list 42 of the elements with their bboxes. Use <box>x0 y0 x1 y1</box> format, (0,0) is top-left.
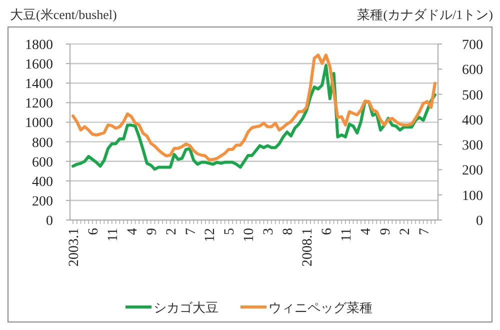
x-tick-label: 3 <box>262 228 277 235</box>
x-tick-label: 2 <box>398 228 413 235</box>
y-tick-label: 1800 <box>25 38 53 53</box>
x-tick-label: 5 <box>222 228 238 235</box>
legend-label: ウィニペッグ菜種 <box>268 300 372 315</box>
y2-tick-label: 500 <box>462 88 483 104</box>
y2-tick-label: 600 <box>462 63 483 78</box>
y-tick-label: 1200 <box>25 96 53 112</box>
y-tick-label: 1000 <box>25 116 53 132</box>
x-tick-label: 8 <box>281 228 296 235</box>
x-tick-label: 2 <box>164 228 180 235</box>
y-tick-label: 0 <box>46 214 53 229</box>
y-axis-title: 大豆(米cent/bushel) <box>10 7 117 22</box>
y2-tick-label: 200 <box>462 164 483 179</box>
line-series <box>72 54 436 162</box>
y2-tick-label: 400 <box>462 113 483 128</box>
x-tick-label: 6 <box>320 228 336 235</box>
x-tick-label: 9 <box>144 228 160 235</box>
y2-tick-label: 100 <box>462 188 483 204</box>
x-tick-label: 2003.1 <box>67 228 82 266</box>
y-tick-label: 1600 <box>25 58 53 73</box>
y-tick-label: 200 <box>32 194 53 210</box>
x-tick-label: 11 <box>339 228 354 242</box>
x-tick-label: 4 <box>358 228 374 235</box>
x-tick-label: 10 <box>242 228 258 242</box>
legend-label: シカゴ大豆 <box>154 300 218 315</box>
y-tick-label: 800 <box>32 136 53 151</box>
x-tick-label: 12 <box>203 228 218 242</box>
y-tick-label: 1400 <box>25 77 53 92</box>
x-tick-label: 4 <box>125 228 140 235</box>
x-tick-label: 6 <box>86 228 102 235</box>
y-tick-label: 400 <box>32 174 53 190</box>
y2-tick-label: 300 <box>462 138 483 154</box>
x-tick-label: 7 <box>184 228 199 235</box>
y2-tick-label: 700 <box>462 38 483 53</box>
y2-tick-label: 0 <box>476 214 483 229</box>
x-tick-label: 11 <box>106 228 121 242</box>
x-tick-label: 2008.1 <box>300 228 316 266</box>
x-tick-label: 7 <box>417 228 432 235</box>
x-tick-label: 9 <box>378 228 394 235</box>
y2-axis-title: 菜種(カナダドル/1トン) <box>357 7 493 22</box>
y-tick-label: 600 <box>32 155 53 170</box>
